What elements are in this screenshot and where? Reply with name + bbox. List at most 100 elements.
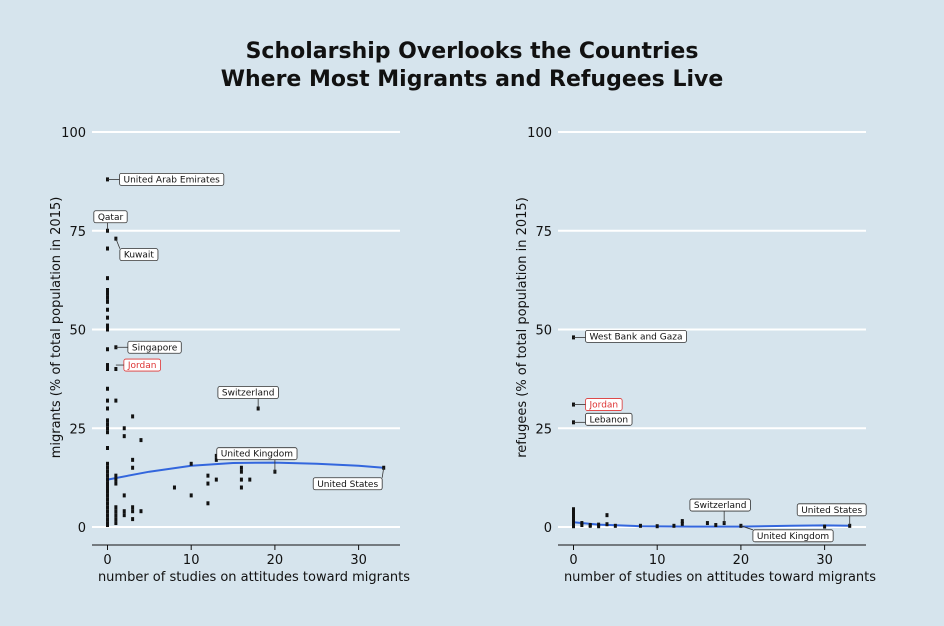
x-tick-label: 20 — [733, 553, 750, 568]
data-point — [588, 523, 592, 528]
x-tick-label: 10 — [649, 553, 666, 568]
data-point — [106, 505, 109, 510]
annotation-label: Singapore — [132, 343, 178, 353]
trend-line — [107, 461, 384, 481]
annotation-label: Lebanon — [590, 415, 629, 425]
annotation-box — [752, 529, 834, 543]
data-point — [214, 457, 218, 462]
data-point — [572, 524, 575, 529]
y-tick-label: 100 — [527, 126, 552, 141]
data-point — [106, 315, 109, 320]
data-point — [106, 493, 109, 498]
data-point — [106, 363, 109, 368]
data-point — [106, 295, 109, 300]
y-tick-label: 0 — [544, 521, 552, 536]
data-point — [114, 473, 118, 478]
data-point — [106, 513, 109, 518]
data-point — [239, 465, 243, 470]
annotation-label: Jordan — [127, 361, 157, 371]
data-point — [613, 523, 617, 528]
data-point — [106, 497, 109, 502]
data-point — [106, 509, 109, 514]
data-point — [106, 276, 109, 281]
annotation-label: Qatar — [98, 213, 124, 223]
data-point — [106, 465, 109, 470]
data-point — [172, 485, 176, 490]
annotation-label: Switzerland — [694, 501, 747, 511]
annotation-label: Jordan — [589, 401, 619, 411]
data-point — [106, 299, 109, 304]
data-point — [714, 523, 718, 528]
annotation-box — [312, 477, 383, 491]
data-point — [239, 485, 243, 490]
annotation-box — [217, 386, 279, 399]
annotation-label: United States — [801, 506, 862, 516]
annotation-box — [216, 447, 298, 461]
annotation-connector — [740, 525, 754, 531]
data-point — [114, 367, 118, 371]
data-point — [239, 477, 243, 482]
annotation-label: Switzerland — [222, 389, 275, 399]
data-point — [106, 446, 109, 450]
y-axis-label: refugees (% of total population in 2015) — [515, 197, 530, 458]
data-point — [106, 473, 109, 478]
data-point — [106, 291, 109, 296]
data-point — [122, 493, 126, 498]
annotation-label: United States — [317, 480, 378, 490]
annotation-connector — [115, 238, 121, 249]
data-point — [597, 524, 601, 529]
data-point — [114, 505, 118, 510]
data-point — [122, 513, 126, 518]
data-point — [705, 521, 709, 526]
data-point — [106, 485, 109, 490]
data-point — [131, 465, 135, 470]
data-point — [114, 509, 118, 514]
data-point — [114, 521, 118, 526]
data-point — [189, 493, 193, 498]
data-point — [106, 461, 109, 466]
data-point — [580, 523, 584, 528]
y-tick-label: 75 — [69, 225, 86, 240]
data-point — [122, 426, 126, 431]
annotation-box — [585, 329, 687, 343]
data-point — [605, 522, 609, 527]
data-point — [131, 414, 135, 419]
data-point — [106, 327, 109, 332]
data-point — [106, 523, 109, 528]
data-point — [131, 505, 135, 510]
data-point — [106, 477, 109, 482]
data-point — [131, 517, 135, 522]
chart-panel-2: 0 25 50 75 100 0 10 20 30 number of studies on at… — [515, 126, 876, 585]
data-point — [139, 509, 143, 514]
annotation-label: United Kingdom — [757, 532, 829, 542]
data-point — [106, 288, 109, 292]
data-point — [106, 347, 109, 352]
y-tick-label: 50 — [535, 324, 552, 339]
data-point — [206, 473, 210, 478]
annotation-label: United Kingdom — [221, 450, 293, 460]
y-tick-label: 25 — [535, 422, 552, 437]
data-point — [106, 386, 109, 391]
data-point — [106, 246, 109, 251]
data-point — [131, 457, 135, 462]
data-point — [114, 481, 118, 486]
y-axis-label: migrants (% of total population in 2015) — [49, 197, 64, 459]
data-point — [189, 461, 193, 466]
data-point — [106, 398, 109, 403]
y-tick-label: 100 — [61, 126, 86, 141]
chart-title-line-1: Scholarship Overlooks the Countries — [245, 39, 699, 64]
data-point — [106, 323, 109, 328]
annotation-label: United Arab Emirates — [124, 175, 221, 185]
data-point — [106, 307, 109, 312]
data-point — [139, 438, 143, 443]
x-tick-label: 10 — [183, 553, 200, 568]
data-point — [106, 501, 109, 506]
data-point — [106, 367, 109, 371]
data-point — [106, 426, 109, 431]
data-point — [680, 521, 684, 526]
annotation-label: Kuwait — [124, 251, 155, 261]
data-point — [106, 406, 109, 411]
data-point — [605, 513, 609, 518]
annotation-box — [93, 210, 128, 224]
